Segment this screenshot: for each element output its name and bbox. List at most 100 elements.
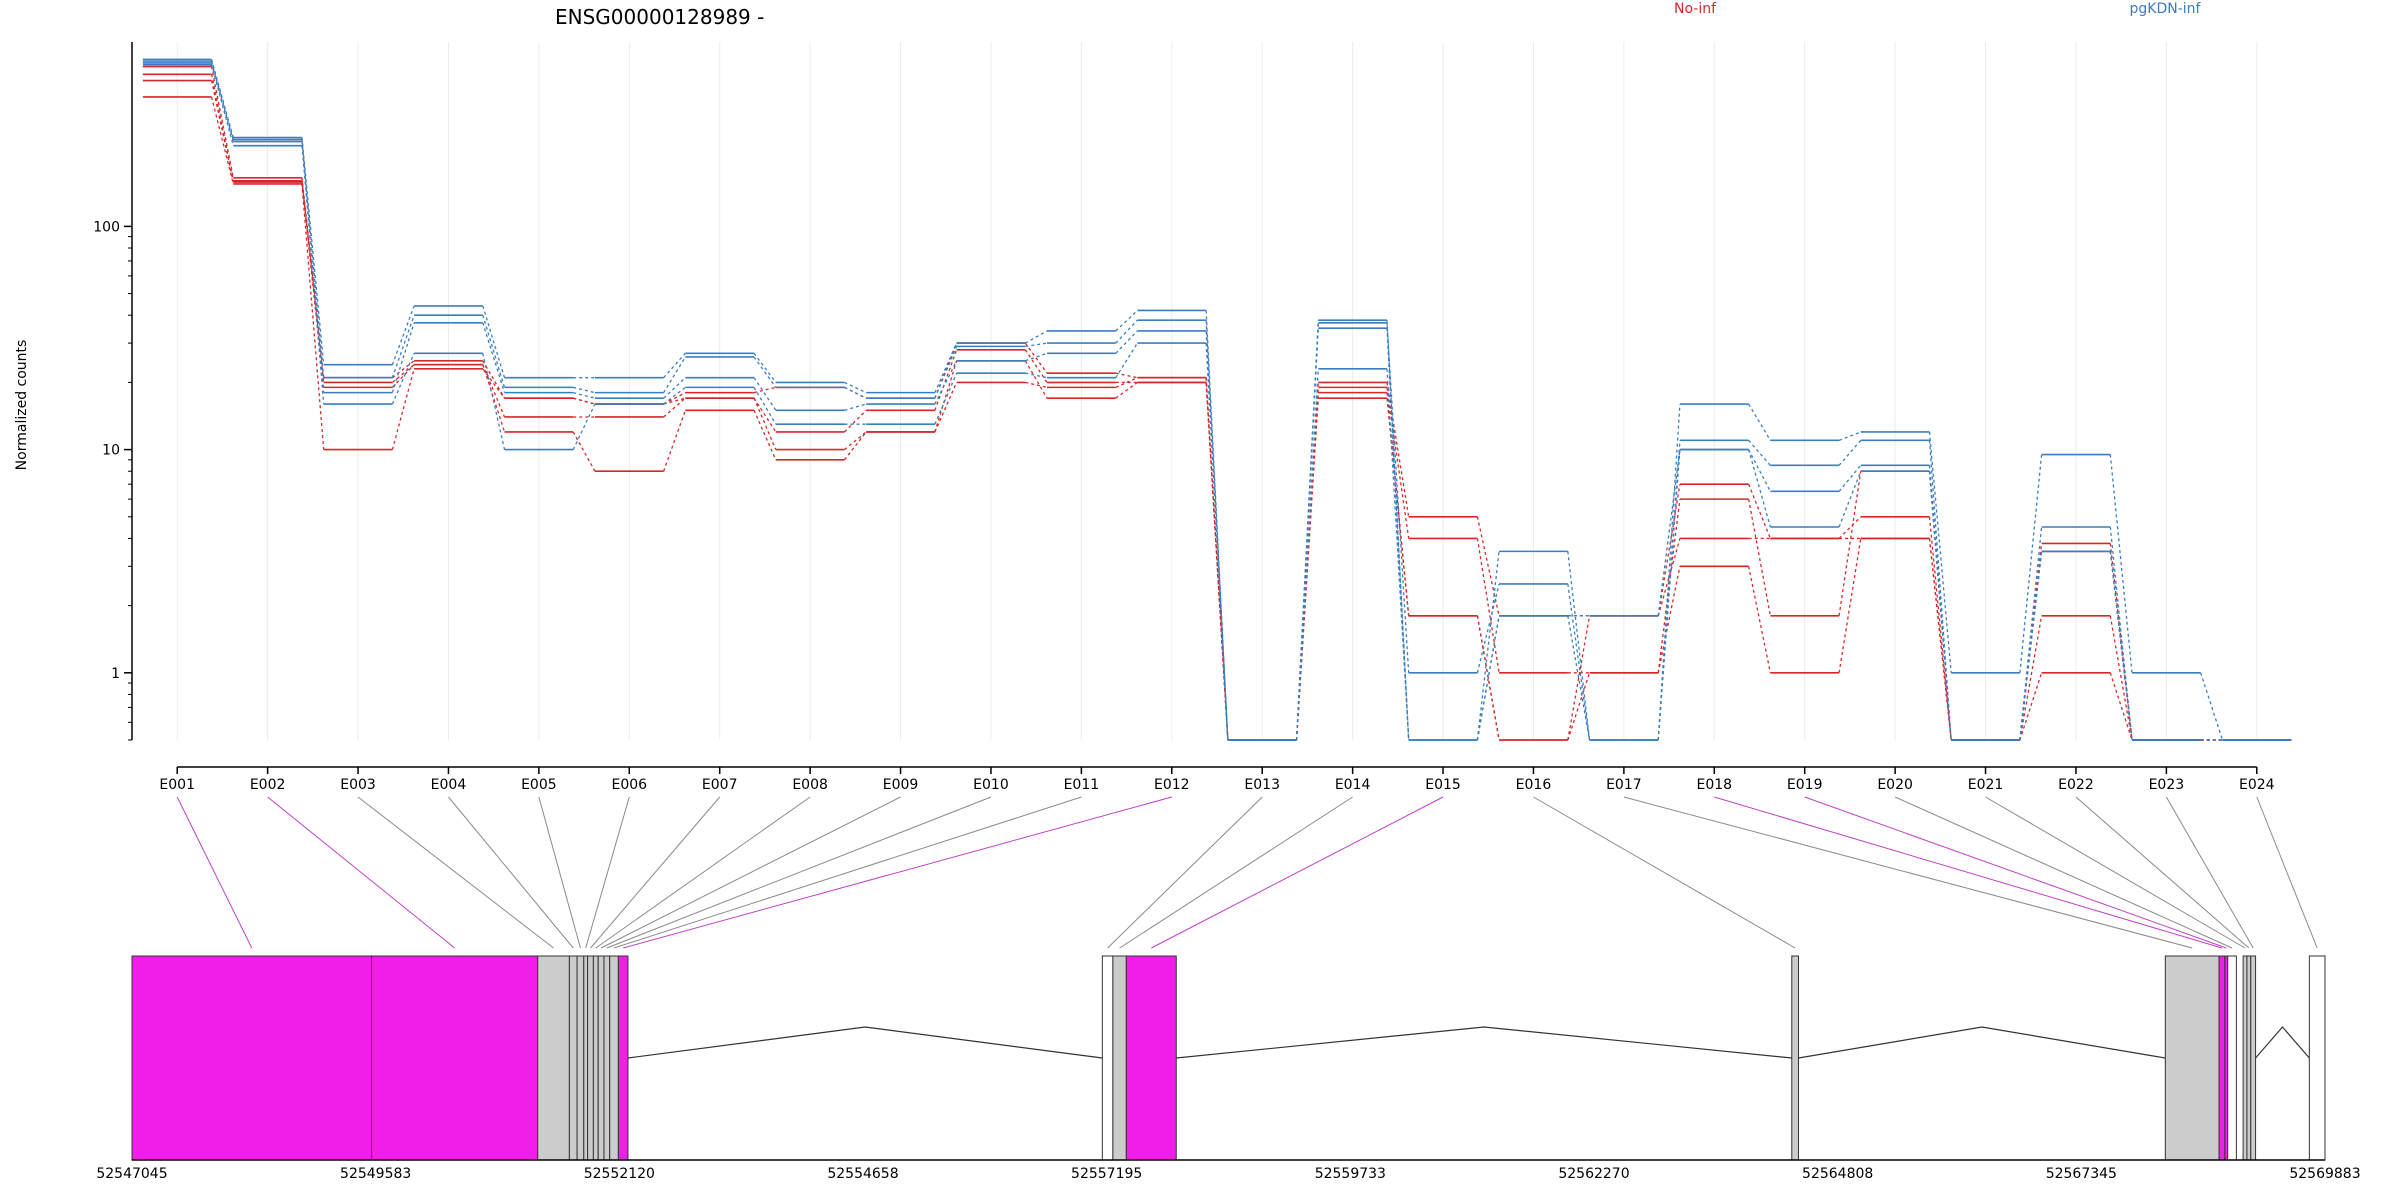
x-tick-label-E001: E001 <box>159 777 195 793</box>
connector-E003 <box>357 796 554 949</box>
series-3-connector-9 <box>1025 381 1048 389</box>
series-5-connector-0 <box>210 62 234 142</box>
intron-1 <box>1176 1026 1792 1059</box>
series-2-connector-7 <box>843 431 867 461</box>
series-3-connector-3 <box>482 368 506 399</box>
connector-E023 <box>2165 796 2254 949</box>
series-5-connector-6 <box>753 356 777 388</box>
series-4-connector-22 <box>2200 672 2224 741</box>
x-tick-label-E003: E003 <box>340 777 376 793</box>
genome-coordinate-label: 52557195 <box>1071 1166 1142 1182</box>
connector-E007 <box>590 796 721 949</box>
series-3-connector-5 <box>663 397 686 405</box>
series-3-connector-7 <box>844 431 867 451</box>
series-6-connector-7 <box>844 403 867 411</box>
series-2 <box>142 79 2292 741</box>
series-lines <box>142 58 2292 741</box>
series-5-connector-10 <box>1115 319 1138 344</box>
series-2-connector-17 <box>1748 566 1771 673</box>
series-6-connector-17 <box>1748 449 1771 492</box>
series-7-connector-0 <box>210 60 234 140</box>
x-tick-label-E013: E013 <box>1244 777 1280 793</box>
series-5-connector-15 <box>1567 583 1591 741</box>
series-2-connector-20 <box>2019 672 2043 741</box>
chart-title: ENSG00000128989 - <box>555 5 764 29</box>
x-tick-label-E020: E020 <box>1877 777 1913 793</box>
series-3 <box>142 96 2292 741</box>
legend-label-pgkdn-inf: pgKDN-inf <box>2130 1 2202 17</box>
legend-label-no-inf: No-inf <box>1674 1 1717 17</box>
series-7-connector-10 <box>1115 342 1138 379</box>
series-2-connector-1 <box>301 181 325 388</box>
series-1-connector-6 <box>753 397 777 433</box>
series-1-connector-16 <box>1657 499 1681 673</box>
series-7-connector-16 <box>1657 449 1681 741</box>
series-1-connector-1 <box>301 180 325 383</box>
exon-E023 <box>2250 955 2257 1161</box>
series-4-connector-5 <box>663 352 686 379</box>
series-6-connector-3 <box>482 322 506 393</box>
exon-E021 <box>2242 955 2248 1161</box>
series-3-connector-0 <box>210 96 234 185</box>
series-4-connector-10 <box>1115 310 1138 332</box>
exon-E004 <box>568 955 578 1161</box>
x-tick-label-E016: E016 <box>1516 777 1552 793</box>
series-7-connector-1 <box>301 139 325 405</box>
connector-E002 <box>267 796 455 949</box>
connector-E006 <box>585 796 630 949</box>
exon-E014 <box>1112 955 1127 1161</box>
connector-E004 <box>448 796 574 949</box>
connector-E021 <box>1985 796 2246 949</box>
exon-E011 <box>609 955 619 1161</box>
series-3-connector-19 <box>1928 538 1952 741</box>
series-3-connector-6 <box>753 397 777 450</box>
series-5-connector-2 <box>391 314 415 378</box>
series-6-connector-4 <box>573 391 596 399</box>
connector-E015 <box>1151 796 1444 949</box>
series-7-connector-20 <box>2019 551 2043 741</box>
series-4-connector-15 <box>1567 551 1591 741</box>
connector-E019 <box>1804 796 2227 949</box>
series-7-connector-11 <box>1205 343 1229 741</box>
series-5-connector-5 <box>663 356 686 393</box>
exon-E007 <box>587 955 594 1161</box>
exon-E016 <box>1791 955 1799 1161</box>
series-3-connector-12 <box>1295 398 1319 741</box>
x-tick-label-E007: E007 <box>702 777 738 793</box>
series-5 <box>142 62 2292 741</box>
series-2-connector-4 <box>572 431 596 472</box>
series-4-connector-3 <box>482 305 506 378</box>
series-1-connector-18 <box>1838 471 1862 616</box>
series-5-connector-9 <box>1025 342 1048 348</box>
genome-coordinate-label: 52554658 <box>827 1166 898 1182</box>
series-2-connector-5 <box>663 410 686 472</box>
series-4 <box>142 58 2292 741</box>
series-7-connector-9 <box>1025 372 1048 379</box>
series-1-connector-3 <box>482 364 506 418</box>
connector-E024 <box>2256 796 2318 949</box>
series-5-connector-13 <box>1386 322 1410 673</box>
x-tick-label-E018: E018 <box>1697 777 1733 793</box>
exon-E022 <box>2246 955 2252 1161</box>
series-6-connector-20 <box>2019 551 2043 741</box>
genome-coordinate-label: 52569883 <box>2289 1166 2360 1182</box>
y-tick-label-10: 10 <box>102 443 120 459</box>
series-4-connector-8 <box>934 342 958 393</box>
series-4-connector-2 <box>391 305 415 365</box>
genome-coordinate-label: 52564808 <box>1802 1166 1873 1182</box>
series-5-connector-18 <box>1838 439 1862 466</box>
connector-E018 <box>1714 796 2223 949</box>
series-4-connector-0 <box>210 59 234 138</box>
series-6-connector-1 <box>301 145 325 393</box>
connector-E022 <box>2075 796 2250 949</box>
intron-0 <box>627 1026 1103 1059</box>
series-1-connector-13 <box>1386 387 1410 539</box>
connector-E012 <box>623 796 1172 949</box>
grid-lines <box>176 42 2258 740</box>
x-tick-label-E012: E012 <box>1154 777 1190 793</box>
connector-E005 <box>538 796 581 949</box>
series-0-connector-5 <box>663 392 686 405</box>
exon-E006 <box>583 955 589 1161</box>
series-6-connector-2 <box>391 322 415 393</box>
